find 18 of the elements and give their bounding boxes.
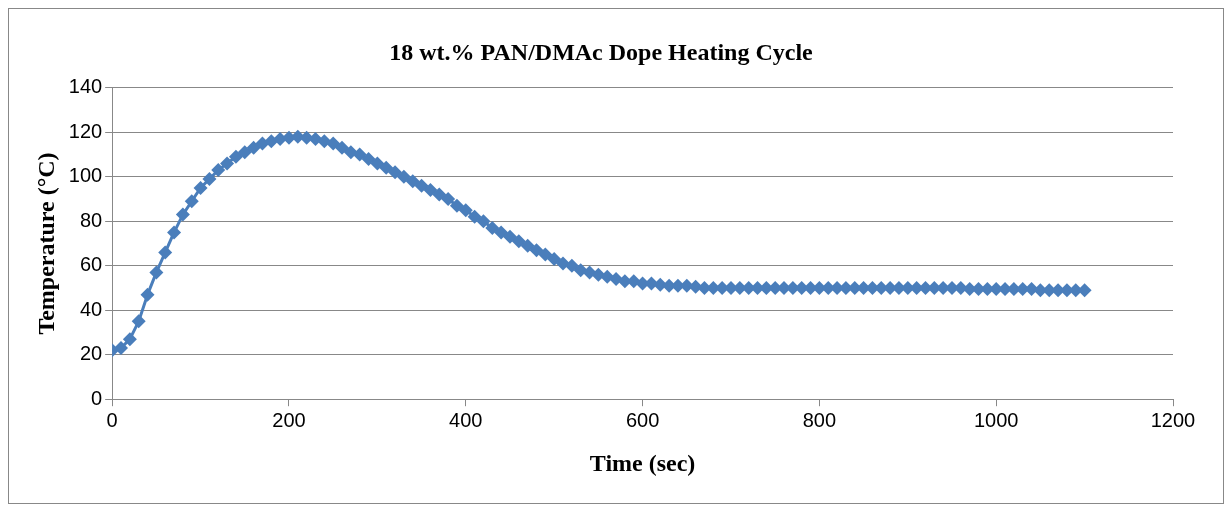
y-axis-title: Temperature (°C) — [32, 152, 59, 335]
y-tick-label: 80 — [79, 208, 103, 231]
y-tick-label: 100 — [68, 164, 103, 187]
x-tick-label: 600 — [625, 408, 660, 431]
y-tick-label: 140 — [68, 75, 103, 98]
x-tick-label: 1200 — [1150, 408, 1196, 431]
x-tick-label: 1000 — [973, 408, 1019, 431]
y-tick-label: 0 — [91, 386, 103, 409]
x-tick-label: 0 — [106, 408, 118, 431]
x-tick-label: 200 — [272, 408, 306, 431]
chart-title: 18 wt.% PAN/DMAc Dope Heating Cycle — [389, 38, 814, 65]
x-axis-title: Time (sec) — [589, 449, 696, 476]
x-tick-label: 800 — [802, 408, 837, 431]
y-tick-label: 40 — [79, 297, 103, 320]
y-tick-label: 120 — [68, 119, 103, 142]
x-tick-label: 400 — [449, 408, 483, 431]
y-tick-label: 60 — [79, 253, 103, 276]
y-tick-label: 20 — [79, 342, 103, 365]
